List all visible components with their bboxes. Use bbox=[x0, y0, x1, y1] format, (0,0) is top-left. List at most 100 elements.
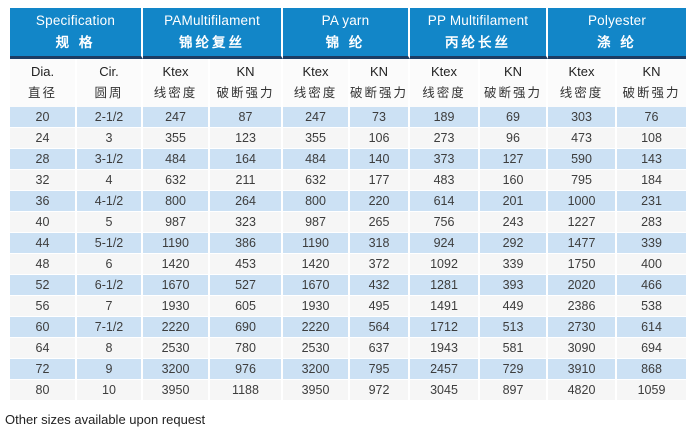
data-cell: 473 bbox=[548, 128, 617, 149]
data-cell: 87 bbox=[210, 107, 283, 128]
header-subcolumn-row: Dia. 直径 Cir. 圆周 Ktex 线密度 KN 破断强力 Ktex 线密度 KN 破断强力 Kt… bbox=[10, 59, 687, 107]
data-cell: 1712 bbox=[410, 317, 480, 338]
data-cell: 184 bbox=[617, 170, 687, 191]
data-cell: 44 bbox=[10, 233, 77, 254]
data-cell: 1930 bbox=[143, 296, 210, 317]
data-cell: 976 bbox=[210, 359, 283, 380]
data-cell: 265 bbox=[350, 212, 410, 233]
data-cell: 6 bbox=[77, 254, 143, 275]
data-cell: 795 bbox=[548, 170, 617, 191]
data-cell: 637 bbox=[350, 338, 410, 359]
data-cell: 3045 bbox=[410, 380, 480, 401]
subheader-kn-5: KN 破断强力 bbox=[350, 59, 410, 107]
data-cell: 108 bbox=[617, 128, 687, 149]
data-cell: 2020 bbox=[548, 275, 617, 296]
data-cell: 264 bbox=[210, 191, 283, 212]
data-cell: 72 bbox=[10, 359, 77, 380]
data-cell: 987 bbox=[143, 212, 210, 233]
data-cell: 756 bbox=[410, 212, 480, 233]
data-cell: 323 bbox=[210, 212, 283, 233]
data-cell: 243 bbox=[480, 212, 548, 233]
data-cell: 3090 bbox=[548, 338, 617, 359]
data-cell: 632 bbox=[283, 170, 350, 191]
table-row: 60 7-1/2 2220 690 2220 564 1712 513 2730 614 bbox=[10, 317, 687, 338]
data-cell: 432 bbox=[350, 275, 410, 296]
data-cell: 7 bbox=[77, 296, 143, 317]
table-header: Specification 规 格 PAMultifilament 锦纶复丝 PA ya… bbox=[10, 8, 687, 107]
data-cell: 2457 bbox=[410, 359, 480, 380]
data-cell: 80 bbox=[10, 380, 77, 401]
table-row: 40 5 987 323 987 265 756 243 1227 283 bbox=[10, 212, 687, 233]
data-cell: 24 bbox=[10, 128, 77, 149]
header-group-pp-multifilament: PP Multifilament 丙纶长丝 bbox=[410, 8, 548, 59]
data-cell: 3910 bbox=[548, 359, 617, 380]
data-cell: 247 bbox=[143, 107, 210, 128]
data-cell: 5-1/2 bbox=[77, 233, 143, 254]
data-cell: 160 bbox=[480, 170, 548, 191]
header-group-polyester: Polyester 涤 纶 bbox=[548, 8, 687, 59]
header-group-specification: Specification 规 格 bbox=[10, 8, 143, 59]
data-cell: 106 bbox=[350, 128, 410, 149]
data-cell: 538 bbox=[617, 296, 687, 317]
data-cell: 4 bbox=[77, 170, 143, 191]
data-cell: 3200 bbox=[143, 359, 210, 380]
data-cell: 605 bbox=[210, 296, 283, 317]
data-cell: 1000 bbox=[548, 191, 617, 212]
data-cell: 10 bbox=[77, 380, 143, 401]
data-cell: 7-1/2 bbox=[77, 317, 143, 338]
table-row: 24 3 355 123 355 106 273 96 473 108 bbox=[10, 128, 687, 149]
table-row: 36 4-1/2 800 264 800 220 614 201 1000 231 bbox=[10, 191, 687, 212]
data-cell: 220 bbox=[350, 191, 410, 212]
table-row: 32 4 632 211 632 177 483 160 795 184 bbox=[10, 170, 687, 191]
data-cell: 9 bbox=[77, 359, 143, 380]
data-cell: 614 bbox=[410, 191, 480, 212]
table-row: 20 2-1/2 247 87 247 73 189 69 303 76 bbox=[10, 107, 687, 128]
table-row: 72 9 3200 976 3200 795 2457 729 3910 868 bbox=[10, 359, 687, 380]
data-cell: 373 bbox=[410, 149, 480, 170]
data-cell: 177 bbox=[350, 170, 410, 191]
data-cell: 201 bbox=[480, 191, 548, 212]
data-cell: 4820 bbox=[548, 380, 617, 401]
table-body: 20 2-1/2 247 87 247 73 189 69 303 76 24 3 355 123 355 1… bbox=[10, 107, 687, 401]
data-cell: 292 bbox=[480, 233, 548, 254]
data-cell: 127 bbox=[480, 149, 548, 170]
data-cell: 386 bbox=[210, 233, 283, 254]
data-cell: 393 bbox=[480, 275, 548, 296]
table-row: 56 7 1930 605 1930 495 1491 449 2386 538 bbox=[10, 296, 687, 317]
subheader-kn-9: KN 破断强力 bbox=[617, 59, 687, 107]
data-cell: 355 bbox=[283, 128, 350, 149]
data-cell: 6-1/2 bbox=[77, 275, 143, 296]
data-cell: 1420 bbox=[283, 254, 350, 275]
data-cell: 2-1/2 bbox=[77, 107, 143, 128]
data-cell: 64 bbox=[10, 338, 77, 359]
data-cell: 339 bbox=[617, 233, 687, 254]
data-cell: 318 bbox=[350, 233, 410, 254]
data-cell: 143 bbox=[617, 149, 687, 170]
data-cell: 372 bbox=[350, 254, 410, 275]
data-cell: 564 bbox=[350, 317, 410, 338]
data-cell: 3950 bbox=[143, 380, 210, 401]
data-cell: 3-1/2 bbox=[77, 149, 143, 170]
data-cell: 972 bbox=[350, 380, 410, 401]
data-cell: 449 bbox=[480, 296, 548, 317]
data-cell: 3 bbox=[77, 128, 143, 149]
data-cell: 339 bbox=[480, 254, 548, 275]
data-cell: 76 bbox=[617, 107, 687, 128]
data-cell: 527 bbox=[210, 275, 283, 296]
data-cell: 795 bbox=[350, 359, 410, 380]
data-cell: 1190 bbox=[143, 233, 210, 254]
footer-note: Other sizes available upon request bbox=[5, 412, 206, 427]
data-cell: 273 bbox=[410, 128, 480, 149]
data-cell: 96 bbox=[480, 128, 548, 149]
data-cell: 60 bbox=[10, 317, 77, 338]
data-cell: 123 bbox=[210, 128, 283, 149]
subheader-ktex-4: Ktex 线密度 bbox=[283, 59, 350, 107]
data-cell: 1281 bbox=[410, 275, 480, 296]
data-cell: 484 bbox=[283, 149, 350, 170]
data-cell: 140 bbox=[350, 149, 410, 170]
header-group-row: Specification 规 格 PAMultifilament 锦纶复丝 PA ya… bbox=[10, 8, 687, 59]
data-cell: 581 bbox=[480, 338, 548, 359]
data-cell: 164 bbox=[210, 149, 283, 170]
data-cell: 800 bbox=[143, 191, 210, 212]
data-cell: 694 bbox=[617, 338, 687, 359]
